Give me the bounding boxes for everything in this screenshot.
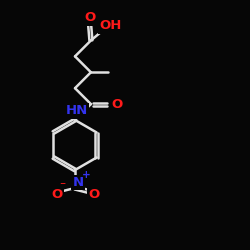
Text: HN: HN	[66, 104, 88, 117]
Text: O: O	[88, 188, 100, 201]
Text: O: O	[84, 12, 95, 24]
Text: N: N	[72, 176, 84, 189]
Text: OH: OH	[99, 20, 121, 32]
Text: O: O	[111, 98, 122, 110]
Text: +: +	[82, 170, 90, 180]
Text: ⁻: ⁻	[60, 180, 66, 194]
Text: O: O	[51, 188, 62, 201]
